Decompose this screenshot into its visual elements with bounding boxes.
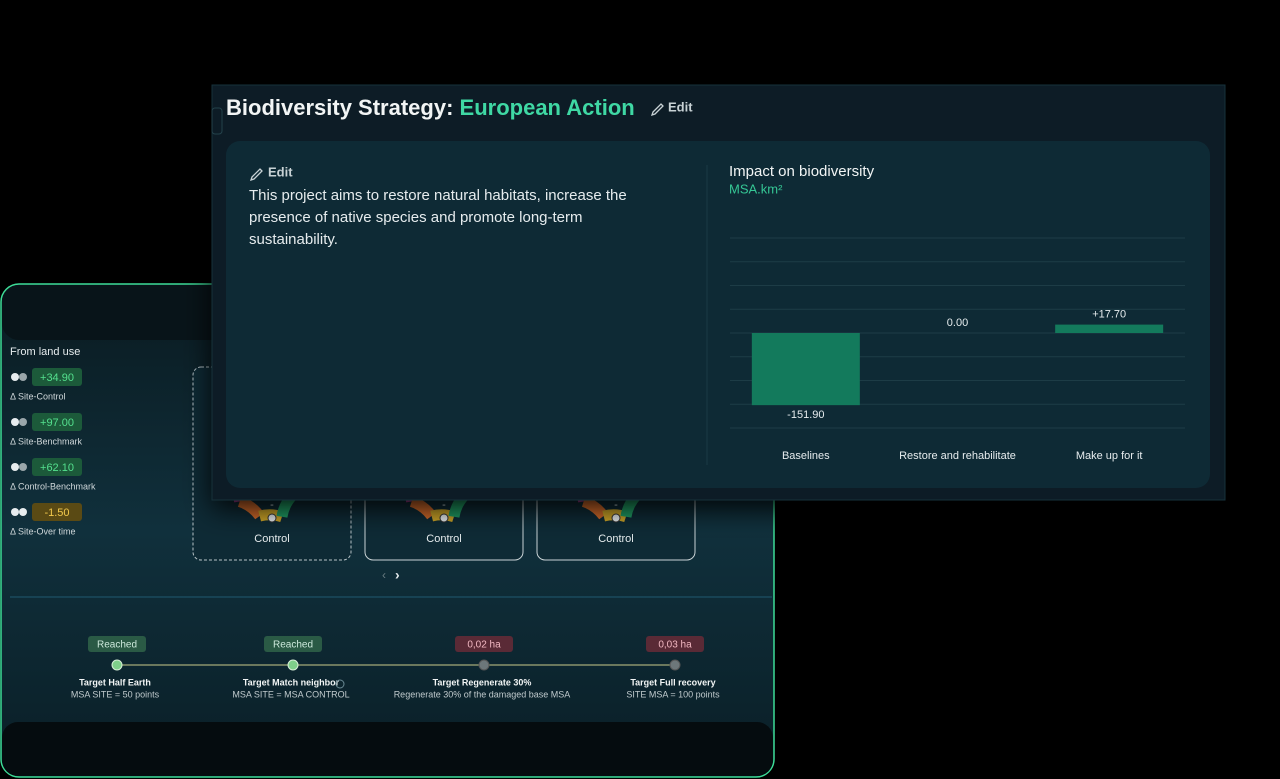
panel-tab (211, 107, 223, 135)
edit-label[interactable]: Edit (268, 164, 293, 179)
delta-badge (32, 413, 82, 431)
delta-label: Δ Site-Control (10, 391, 66, 401)
target-badge (264, 636, 322, 652)
gauge-label: Control (426, 533, 461, 545)
delta-icon (19, 508, 27, 516)
gauge-pointer (439, 513, 449, 523)
delta-value: -1.50 (44, 507, 69, 519)
value-label: -151.90 (787, 409, 824, 421)
target-dot (669, 659, 681, 671)
delta-icon (19, 463, 27, 471)
delta-value: +62.10 (40, 462, 74, 474)
target-title: Target Regenerate 30% (433, 677, 532, 687)
title-prefix: Biodiversity Strategy: (226, 95, 453, 120)
target-badge (646, 636, 704, 652)
content-card (226, 141, 1210, 488)
target-desc: MSA SITE = 50 points (71, 689, 160, 699)
gauge-value: - (442, 499, 446, 511)
gauge-pointer (611, 513, 621, 523)
title-edit[interactable]: Edit (650, 99, 693, 117)
delta-icon (11, 373, 19, 381)
delta-icon (19, 418, 27, 426)
delta-label: Δ Control-Benchmark (10, 481, 96, 491)
gauge-segment (581, 496, 609, 520)
delta-value: +34.90 (40, 372, 74, 384)
bar (1055, 324, 1164, 333)
edit-label[interactable]: Edit (668, 99, 693, 114)
target-badge-label: Reached (97, 640, 137, 651)
description-box: This project aims to restore natural hab… (249, 187, 627, 248)
target-desc: MSA SITE = MSA CONTROL (232, 689, 349, 699)
target-dot (478, 659, 490, 671)
target-badge (88, 636, 146, 652)
front-panel: Biodiversity Strategy: European Action E… (211, 84, 1226, 501)
back-panel-bottom (2, 722, 773, 776)
chart-subtitle: MSA.km² (729, 181, 783, 196)
delta-label: Δ Site-Over time (10, 526, 76, 536)
help-icon[interactable] (335, 679, 345, 689)
gauge-pointer (267, 513, 277, 523)
target-title: Target Half Earth (79, 677, 151, 687)
chart-title: Impact on biodiversity (729, 163, 875, 180)
delta-badge (32, 368, 82, 386)
description-edit[interactable]: Edit (249, 164, 293, 182)
gauge-value: - (270, 499, 274, 511)
x-tick-label: Baselines (782, 450, 830, 462)
gauge-label: Control (598, 533, 633, 545)
target-badge-label: Reached (273, 640, 313, 651)
x-tick-label: Restore and rehabilitate (899, 450, 1016, 462)
target-dot (287, 659, 299, 671)
gauge-segment (409, 496, 437, 520)
title-highlight: European Action (460, 95, 635, 120)
next-arrow[interactable]: › (395, 567, 400, 583)
delta-icon (11, 418, 19, 426)
delta-badge (32, 503, 82, 521)
page-title: Biodiversity Strategy: European Action (226, 95, 635, 120)
x-tick-label: Make up for it (1076, 450, 1143, 462)
target-desc: SITE MSA = 100 points (626, 689, 720, 699)
delta-label: Δ Site-Benchmark (10, 436, 83, 446)
bar (751, 333, 860, 406)
edit-icon (249, 168, 263, 182)
delta-icon (19, 373, 27, 381)
delta-badge (32, 458, 82, 476)
target-badge (455, 636, 513, 652)
target-badge-label: 0,03 ha (658, 640, 692, 651)
target-title: Target Match neighbor (243, 677, 340, 687)
gauge-value: - (614, 499, 618, 511)
value-label: +17.70 (1092, 308, 1126, 320)
target-badge-label: 0,02 ha (467, 640, 501, 651)
edit-icon (650, 103, 664, 117)
delta-icon (11, 508, 19, 516)
description: This project aims to restore natural hab… (249, 187, 627, 248)
target-dot (111, 659, 123, 671)
target-desc: Regenerate 30% of the damaged base MSA (394, 689, 571, 699)
section-title: From land use (10, 346, 80, 358)
target-title: Target Full recovery (630, 677, 715, 687)
delta-icon (11, 463, 19, 471)
prev-arrow[interactable]: ‹ (382, 568, 386, 582)
gauge-label: Control (254, 533, 289, 545)
delta-value: +97.00 (40, 417, 74, 429)
value-label: 0.00 (947, 317, 968, 329)
gauge-segment (237, 496, 265, 520)
